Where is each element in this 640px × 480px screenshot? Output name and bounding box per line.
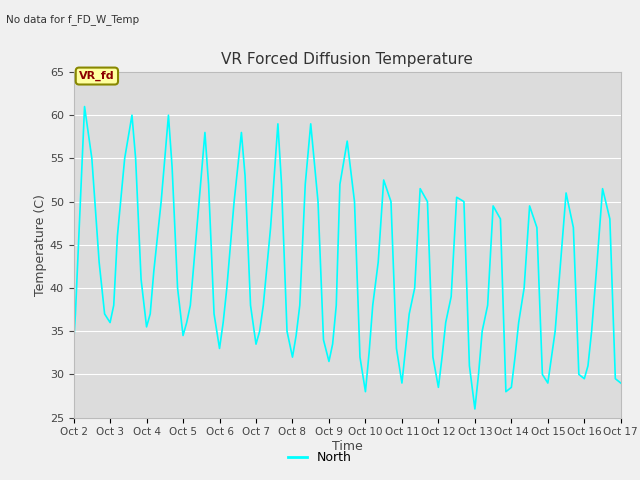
Text: VR_fd: VR_fd (79, 71, 115, 81)
Text: No data for f_FD_W_Temp: No data for f_FD_W_Temp (6, 14, 140, 25)
Title: VR Forced Diffusion Temperature: VR Forced Diffusion Temperature (221, 52, 473, 67)
X-axis label: Time: Time (332, 440, 363, 453)
Y-axis label: Temperature (C): Temperature (C) (34, 194, 47, 296)
Legend: North: North (283, 446, 357, 469)
